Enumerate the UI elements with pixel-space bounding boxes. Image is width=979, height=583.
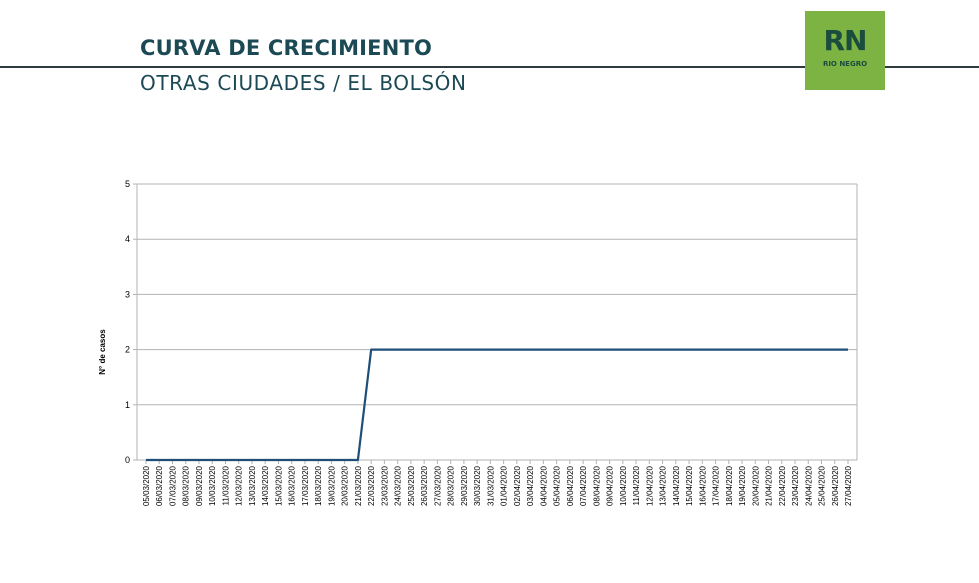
page-subtitle: OTRAS CIUDADES / EL BOLSÓN [140,71,467,95]
y-tick-label: 4 [125,234,130,244]
y-tick-label: 1 [125,400,130,410]
logo-text: RIO NEGRO [822,60,868,68]
y-axis-label: N° de casos [98,329,107,375]
x-tick-label: 16/03/2020 [288,465,297,506]
x-tick-label: 07/04/2020 [579,465,588,506]
x-tick-label: 22/03/2020 [367,465,376,506]
x-tick-label: 16/04/2020 [698,465,707,506]
x-tick-label: 13/03/2020 [248,465,257,506]
header-rule [0,66,979,68]
x-tick-label: 06/03/2020 [155,465,164,506]
x-tick-label: 02/04/2020 [513,465,522,506]
x-tick-label: 09/04/2020 [606,465,615,506]
x-tick-label: 31/03/2020 [486,465,495,506]
x-tick-label: 28/03/2020 [447,465,456,506]
x-tick-label: 20/04/2020 [751,465,760,506]
x-tick-label: 17/04/2020 [712,465,721,506]
x-tick-label: 06/04/2020 [566,465,575,506]
x-tick-label: 14/03/2020 [261,465,270,506]
y-tick-label: 3 [125,289,130,299]
x-tick-label: 04/04/2020 [539,465,548,506]
x-tick-label: 23/04/2020 [791,465,800,506]
x-tick-label: 03/04/2020 [526,465,535,506]
y-tick-label: 2 [125,345,130,355]
x-tick-label: 27/03/2020 [433,465,442,506]
x-tick-label: 11/04/2020 [632,465,641,505]
rio-negro-logo: RN RIO NEGRO [805,11,885,90]
x-tick-label: 17/03/2020 [301,465,310,506]
x-tick-label: 05/03/2020 [142,465,151,506]
x-tick-label: 22/04/2020 [778,465,787,506]
logo-mark: RN [823,24,868,57]
x-tick-label: 19/03/2020 [327,465,336,506]
x-tick-label: 18/04/2020 [725,465,734,506]
x-tick-label: 25/03/2020 [407,465,416,506]
x-tick-label: 08/03/2020 [182,465,191,506]
page-title: CURVA DE CRECIMIENTO [140,36,433,60]
x-tick-label: 08/04/2020 [592,465,601,506]
x-tick-label: 10/04/2020 [619,465,628,506]
x-tick-label: 27/04/2020 [844,465,853,506]
x-tick-label: 26/04/2020 [831,465,840,506]
x-tick-label: 12/04/2020 [645,465,654,506]
y-tick-label: 0 [125,455,130,465]
x-tick-label: 24/04/2020 [804,465,813,506]
x-tick-label: 23/03/2020 [380,465,389,506]
x-tick-label: 07/03/2020 [168,465,177,506]
x-tick-label: 15/04/2020 [685,465,694,506]
x-tick-label: 24/03/2020 [394,465,403,506]
x-tick-label: 01/04/2020 [500,465,509,506]
x-tick-label: 29/03/2020 [460,465,469,506]
x-tick-label: 26/03/2020 [420,465,429,506]
x-tick-label: 11/03/2020 [221,465,230,505]
y-tick-label: 5 [125,179,130,189]
x-tick-label: 14/04/2020 [672,465,681,506]
x-tick-label: 09/03/2020 [195,465,204,506]
x-tick-label: 21/04/2020 [765,465,774,506]
x-tick-label: 20/03/2020 [341,465,350,506]
x-tick-label: 15/03/2020 [274,465,283,506]
x-tick-label: 21/03/2020 [354,465,363,506]
x-tick-label: 12/03/2020 [235,465,244,506]
x-tick-label: 19/04/2020 [738,465,747,506]
series-line [146,348,848,462]
x-tick-label: 05/04/2020 [553,465,562,506]
x-tick-label: 10/03/2020 [208,465,217,506]
x-tick-label: 25/04/2020 [818,465,827,506]
x-tick-label: 18/03/2020 [314,465,323,506]
x-tick-label: 30/03/2020 [473,465,482,506]
x-tick-label: 13/04/2020 [659,465,668,506]
